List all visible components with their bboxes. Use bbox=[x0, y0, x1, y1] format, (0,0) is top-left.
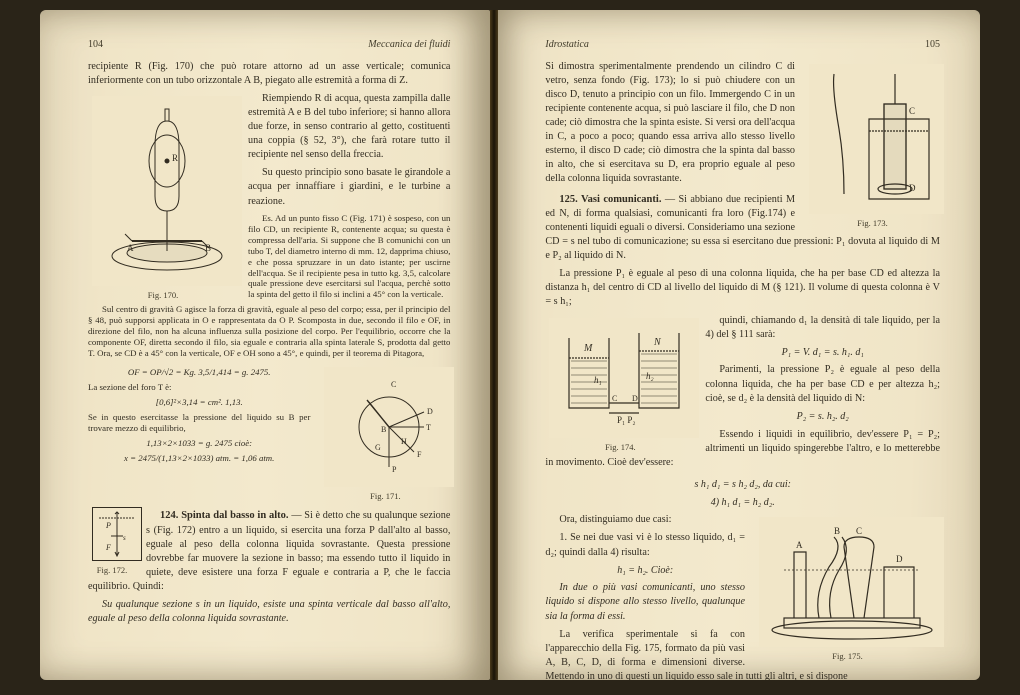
svg-text:D: D bbox=[909, 183, 916, 193]
section-heading: 125. Vasi comunicanti. bbox=[559, 194, 661, 205]
svg-text:D: D bbox=[896, 554, 903, 564]
figure-170: R A B Fig. 170. bbox=[88, 92, 238, 302]
svg-text:D: D bbox=[427, 407, 433, 416]
figure-174: M N h₁ h₂ C D P₁ P₂ Fig. 174. bbox=[545, 314, 695, 454]
page-left: 104 Meccanica dei fluidi recipiente R (F… bbox=[40, 10, 490, 680]
statement: Su qualunque sezione s in un liquido, es… bbox=[88, 598, 450, 626]
svg-text:B: B bbox=[381, 425, 386, 434]
page-number: 104 bbox=[88, 38, 103, 52]
figure-label: Fig. 174. bbox=[545, 442, 695, 454]
svg-text:A: A bbox=[127, 243, 134, 253]
body-text: recipiente R (Fig. 170) che può rotare a… bbox=[88, 60, 450, 88]
multi-vessel-icon: A B C D bbox=[764, 522, 939, 642]
svg-text:h₂: h₂ bbox=[646, 371, 654, 381]
force-diagram-icon: C D B T P F G H bbox=[329, 372, 449, 482]
section-heading: 124. Spinta dal basso in alto. bbox=[160, 510, 289, 521]
svg-text:B: B bbox=[834, 526, 840, 536]
body-text: Sul centro di gravità G agisce la forza … bbox=[88, 304, 450, 359]
svg-text:F: F bbox=[417, 450, 422, 459]
figure-173: C D Fig. 173. bbox=[805, 60, 940, 230]
svg-text:P₁ P₂: P₁ P₂ bbox=[617, 415, 636, 425]
formula: 4) h₁ d₁ = h₂ d₂. bbox=[545, 496, 940, 510]
svg-text:N: N bbox=[653, 337, 662, 348]
svg-text:h₁: h₁ bbox=[594, 375, 602, 385]
page-right: Idrostatica 105 C bbox=[490, 10, 980, 680]
svg-text:s: s bbox=[123, 534, 126, 542]
figure-label: Fig. 170. bbox=[88, 290, 238, 302]
section-124: 124. Spinta dal basso in alto. — Si è de… bbox=[88, 509, 450, 594]
svg-text:P: P bbox=[392, 465, 397, 474]
figure-label: Fig. 171. bbox=[320, 491, 450, 503]
running-title: Idrostatica bbox=[545, 38, 589, 52]
body-text: — Si è detto che su qualunque sezione s … bbox=[88, 510, 450, 592]
svg-text:R: R bbox=[172, 153, 178, 163]
svg-text:T: T bbox=[426, 423, 431, 432]
figure-172: P F s Fig. 172. bbox=[88, 503, 136, 577]
svg-text:B: B bbox=[205, 243, 211, 253]
formula: s h₁ d₁ = s h₂ d₂, da cui: bbox=[545, 478, 940, 492]
running-title: Meccanica dei fluidi bbox=[368, 38, 450, 52]
svg-text:C: C bbox=[391, 380, 396, 389]
body-text: La pressione P₁ è eguale al peso di una … bbox=[545, 267, 940, 309]
running-head-left: 104 Meccanica dei fluidi bbox=[88, 38, 450, 52]
running-head-right: Idrostatica 105 bbox=[545, 38, 940, 52]
figure-175: A B C D Fig. 175. bbox=[755, 513, 940, 663]
vessels-diagram-icon: M N h₁ h₂ C D P₁ P₂ bbox=[554, 323, 694, 433]
figure-label: Fig. 172. bbox=[88, 565, 136, 577]
svg-text:H: H bbox=[401, 437, 407, 446]
svg-text:A: A bbox=[796, 540, 803, 550]
svg-text:G: G bbox=[375, 443, 381, 452]
page-number: 105 bbox=[925, 38, 940, 52]
figure-label: Fig. 175. bbox=[755, 651, 940, 663]
svg-text:D: D bbox=[632, 394, 638, 403]
figure-171: C D B T P F G H Fig. 171. bbox=[320, 363, 450, 503]
book-spread: 104 Meccanica dei fluidi recipiente R (F… bbox=[40, 10, 980, 680]
svg-text:C: C bbox=[612, 394, 617, 403]
svg-text:P: P bbox=[105, 521, 111, 530]
cylinder-beaker-icon: C D bbox=[814, 69, 939, 209]
svg-text:M: M bbox=[583, 343, 593, 354]
svg-text:F: F bbox=[105, 543, 111, 552]
apparatus-icon: R A B bbox=[97, 101, 237, 281]
svg-text:C: C bbox=[909, 106, 915, 116]
figure-label: Fig. 173. bbox=[805, 218, 940, 230]
svg-text:C: C bbox=[856, 526, 862, 536]
section-diagram-icon: P F s bbox=[95, 510, 139, 558]
book-spine bbox=[490, 10, 498, 680]
